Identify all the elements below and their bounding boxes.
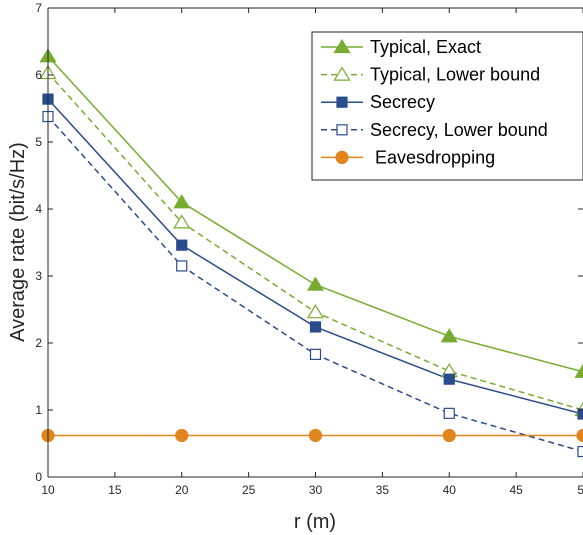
- legend-marker-3: [336, 124, 348, 136]
- series-3-point-1: [176, 260, 188, 272]
- series-3-point-2: [309, 348, 322, 360]
- legend-marker-0: [333, 38, 351, 54]
- y-axis-label: Average rate (bit/s/Hz): [7, 142, 29, 342]
- x-tick-label-3: 25: [242, 483, 256, 497]
- x-axis-label: r (m): [294, 511, 336, 533]
- y-tick-label-0: 0: [35, 470, 42, 484]
- legend-label-1: Typical, Lower bound: [370, 65, 540, 85]
- x-tick-label-1: 15: [108, 483, 122, 497]
- y-tick-label-3: 3: [35, 269, 42, 283]
- legend: Typical, Exact Typical, Lower bound Secrec…: [311, 31, 583, 181]
- legend-marker-4: [335, 150, 349, 164]
- legend-marker-2: [336, 96, 348, 108]
- legend-label-3: Secrecy, Lower bound: [370, 120, 548, 140]
- series-4-point-4: [576, 428, 583, 443]
- series-0-point-3: [440, 328, 458, 343]
- y-tick-label-5: 5: [35, 135, 42, 149]
- legend-label-4: Eavesdropping: [375, 147, 495, 167]
- plot-markers: [39, 48, 583, 458]
- y-tick-label-4: 4: [35, 202, 42, 216]
- legend-label-2: Secrecy: [370, 92, 435, 112]
- series-0-point-4: [574, 363, 583, 378]
- series-1-point-2: [306, 304, 325, 319]
- series-2-point-1: [176, 239, 188, 251]
- x-tick-label-8: 5: [577, 483, 583, 497]
- legend-label-0: Typical, Exact: [370, 37, 481, 57]
- series-2-point-2: [309, 321, 322, 333]
- legend-box: [311, 31, 583, 181]
- x-tick-label-5: 35: [376, 483, 390, 497]
- x-tick-label-4: 30: [309, 483, 323, 497]
- series-0-point-2: [306, 276, 325, 291]
- series-4-point-1: [175, 428, 189, 443]
- x-tick-label-7: 45: [509, 483, 523, 497]
- series-4-point-2: [308, 428, 323, 443]
- series-4-point-3: [442, 428, 456, 443]
- series-2-point-4: [577, 408, 583, 420]
- series-3-point-4: [577, 445, 583, 458]
- y-tick-label-7: 7: [35, 1, 42, 15]
- series-3-point-3: [443, 407, 455, 419]
- series-1-point-1: [173, 214, 191, 229]
- y-tick-label-6: 6: [35, 68, 42, 82]
- x-tick-label-0: 10: [41, 483, 55, 497]
- x-tick-label-6: 40: [443, 483, 457, 497]
- series-0-point-1: [173, 194, 191, 209]
- series-2-point-3: [443, 373, 455, 385]
- legend-marker-1: [333, 66, 351, 81]
- x-tick-label-2: 20: [175, 483, 189, 497]
- y-tick-label-2: 2: [35, 336, 42, 350]
- y-tick-label-1: 1: [35, 403, 42, 417]
